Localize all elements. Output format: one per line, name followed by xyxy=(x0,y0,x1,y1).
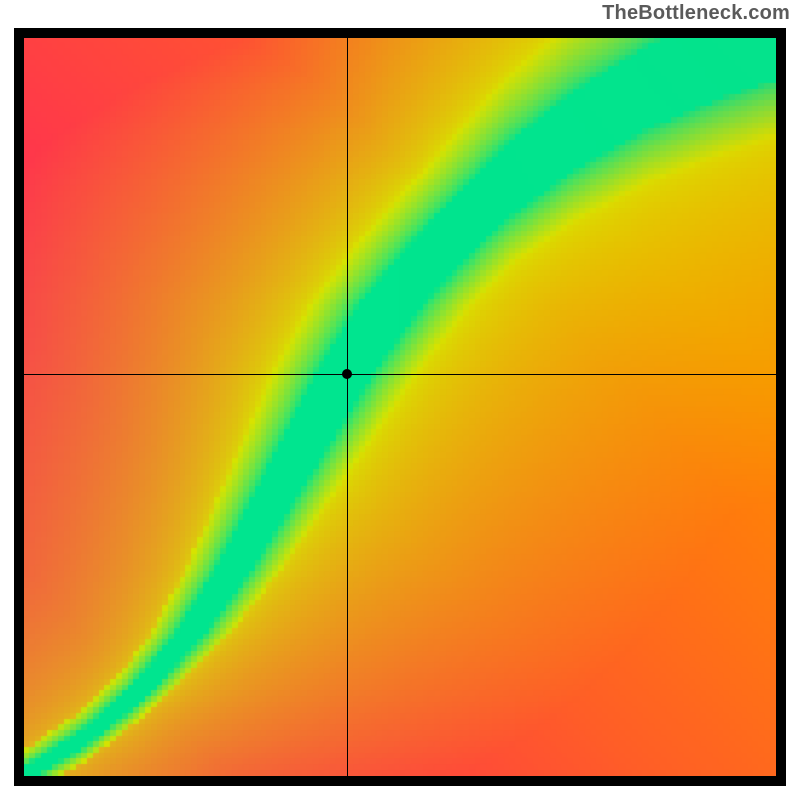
watermark-text: TheBottleneck.com xyxy=(602,2,790,25)
crosshair-horizontal xyxy=(24,374,776,375)
chart-container: TheBottleneck.com xyxy=(0,0,800,800)
marker-dot xyxy=(342,369,352,379)
plot-frame xyxy=(14,28,786,786)
heatmap-canvas xyxy=(24,38,776,776)
crosshair-vertical xyxy=(347,38,348,776)
plot-area xyxy=(24,38,776,776)
